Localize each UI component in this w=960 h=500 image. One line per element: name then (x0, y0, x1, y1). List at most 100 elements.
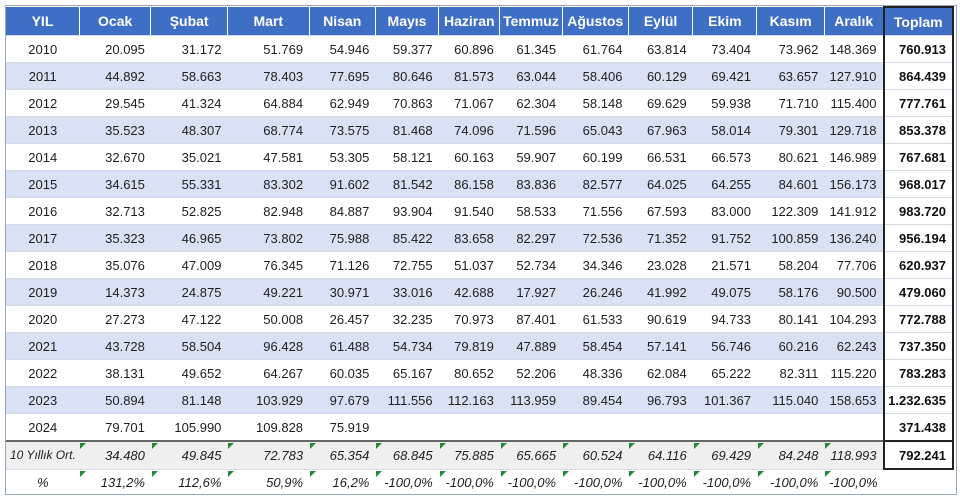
value-cell[interactable]: 54.946 (309, 35, 376, 63)
value-cell[interactable]: 81.468 (375, 116, 439, 144)
value-cell[interactable]: 49.652 (150, 359, 228, 387)
value-cell[interactable]: 60.129 (628, 62, 693, 90)
value-cell[interactable] (375, 413, 439, 441)
value-cell[interactable]: 33.016 (375, 278, 439, 306)
value-cell[interactable]: 76.345 (227, 251, 310, 279)
year-cell[interactable]: 2019 (6, 278, 80, 306)
value-cell[interactable]: 60.163 (438, 143, 500, 171)
value-cell[interactable]: 30.971 (309, 278, 376, 306)
value-cell[interactable]: 67.963 (628, 116, 693, 144)
value-cell[interactable]: 75.919 (309, 413, 376, 441)
value-cell[interactable]: 59.377 (375, 35, 439, 63)
value-cell[interactable]: 79.819 (438, 332, 500, 360)
value-cell[interactable]: 77.706 (824, 251, 884, 279)
total-cell[interactable]: 737.350 (882, 332, 955, 360)
value-cell[interactable]: 58.504 (150, 332, 228, 360)
value-cell[interactable]: 71.710 (756, 89, 825, 117)
value-cell[interactable]: 82.948 (227, 197, 310, 225)
percent-cell[interactable]: -100,0% (499, 468, 563, 496)
value-cell[interactable]: 65.043 (562, 116, 629, 144)
column-header-12[interactable]: Aralık (824, 7, 885, 36)
average-cell[interactable]: 49.845 (150, 440, 228, 469)
value-cell[interactable]: 48.307 (150, 116, 228, 144)
value-cell[interactable]: 65.222 (692, 359, 757, 387)
column-header-6[interactable]: Haziran (438, 7, 501, 36)
value-cell[interactable]: 81.542 (375, 170, 439, 198)
percent-cell[interactable]: -100,0% (438, 468, 500, 496)
value-cell[interactable]: 113.959 (499, 386, 563, 414)
value-cell[interactable]: 91.540 (438, 197, 500, 225)
value-cell[interactable]: 61.345 (499, 35, 563, 63)
value-cell[interactable]: 34.346 (562, 251, 629, 279)
value-cell[interactable]: 51.769 (227, 35, 310, 63)
column-header-4[interactable]: Nisan (309, 7, 376, 36)
value-cell[interactable]: 90.619 (628, 305, 693, 333)
value-cell[interactable]: 86.158 (438, 170, 500, 198)
value-cell[interactable]: 70.863 (375, 89, 439, 117)
value-cell[interactable]: 103.929 (227, 386, 310, 414)
value-cell[interactable]: 55.331 (150, 170, 228, 198)
average-cell[interactable]: 75.885 (438, 440, 500, 469)
value-cell[interactable]: 29.545 (79, 89, 151, 117)
value-cell[interactable]: 58.204 (756, 251, 825, 279)
value-cell[interactable]: 73.575 (309, 116, 376, 144)
value-cell[interactable]: 50.894 (79, 386, 151, 414)
total-cell[interactable]: 783.283 (882, 359, 955, 387)
value-cell[interactable]: 43.728 (79, 332, 151, 360)
value-cell[interactable]: 122.309 (756, 197, 825, 225)
column-header-9[interactable]: Eylül (628, 7, 694, 36)
column-header-8[interactable]: Ağustos (562, 7, 629, 36)
value-cell[interactable]: 64.255 (692, 170, 757, 198)
value-cell[interactable]: 49.075 (692, 278, 757, 306)
average-cell[interactable]: 64.116 (628, 440, 693, 469)
value-cell[interactable]: 156.173 (824, 170, 884, 198)
value-cell[interactable]: 41.324 (150, 89, 228, 117)
value-cell[interactable]: 115.040 (756, 386, 825, 414)
percent-cell[interactable]: -100,0% (375, 468, 439, 496)
average-cell[interactable]: 65.354 (309, 440, 376, 469)
column-header-1[interactable]: Ocak (79, 7, 152, 36)
value-cell[interactable]: 61.533 (562, 305, 629, 333)
percent-total-cell[interactable] (883, 468, 953, 496)
value-cell[interactable]: 48.336 (562, 359, 629, 387)
value-cell[interactable]: 58.454 (562, 332, 629, 360)
value-cell[interactable]: 79.301 (756, 116, 825, 144)
column-header-7[interactable]: Temmuz (499, 7, 563, 36)
value-cell[interactable]: 91.602 (309, 170, 376, 198)
value-cell[interactable]: 90.500 (824, 278, 884, 306)
value-cell[interactable]: 32.670 (79, 143, 151, 171)
value-cell[interactable]: 101.367 (692, 386, 757, 414)
value-cell[interactable]: 80.652 (438, 359, 500, 387)
value-cell[interactable]: 51.037 (438, 251, 500, 279)
value-cell[interactable]: 35.076 (79, 251, 151, 279)
average-cell[interactable]: 34.480 (79, 440, 151, 469)
total-cell[interactable]: 777.761 (882, 89, 955, 117)
value-cell[interactable]: 115.400 (824, 89, 884, 117)
column-header-5[interactable]: Mayıs (375, 7, 440, 36)
value-cell[interactable]: 58.121 (375, 143, 439, 171)
value-cell[interactable]: 64.884 (227, 89, 310, 117)
average-cell[interactable]: 69.429 (692, 440, 757, 469)
average-cell[interactable]: 118.993 (824, 440, 884, 469)
value-cell[interactable]: 73.962 (756, 35, 825, 63)
value-cell[interactable]: 44.892 (79, 62, 151, 90)
total-cell[interactable]: 864.439 (882, 62, 955, 90)
value-cell[interactable]: 56.746 (692, 332, 757, 360)
value-cell[interactable]: 20.095 (79, 35, 151, 63)
value-cell[interactable]: 70.973 (438, 305, 500, 333)
value-cell[interactable]: 93.904 (375, 197, 439, 225)
value-cell[interactable]: 127.910 (824, 62, 884, 90)
value-cell[interactable]: 71.352 (628, 224, 693, 252)
value-cell[interactable]: 59.938 (692, 89, 757, 117)
value-cell[interactable]: 24.875 (150, 278, 228, 306)
value-cell[interactable]: 71.556 (562, 197, 629, 225)
value-cell[interactable]: 60.199 (562, 143, 629, 171)
percent-cell[interactable]: 16,2% (309, 468, 376, 496)
year-cell[interactable]: 2018 (6, 251, 80, 279)
value-cell[interactable]: 17.927 (499, 278, 563, 306)
value-cell[interactable]: 83.836 (499, 170, 563, 198)
value-cell[interactable]: 27.273 (79, 305, 151, 333)
value-cell[interactable]: 60.896 (438, 35, 500, 63)
percent-cell[interactable]: -100,0% (628, 468, 693, 496)
value-cell[interactable]: 49.221 (227, 278, 310, 306)
